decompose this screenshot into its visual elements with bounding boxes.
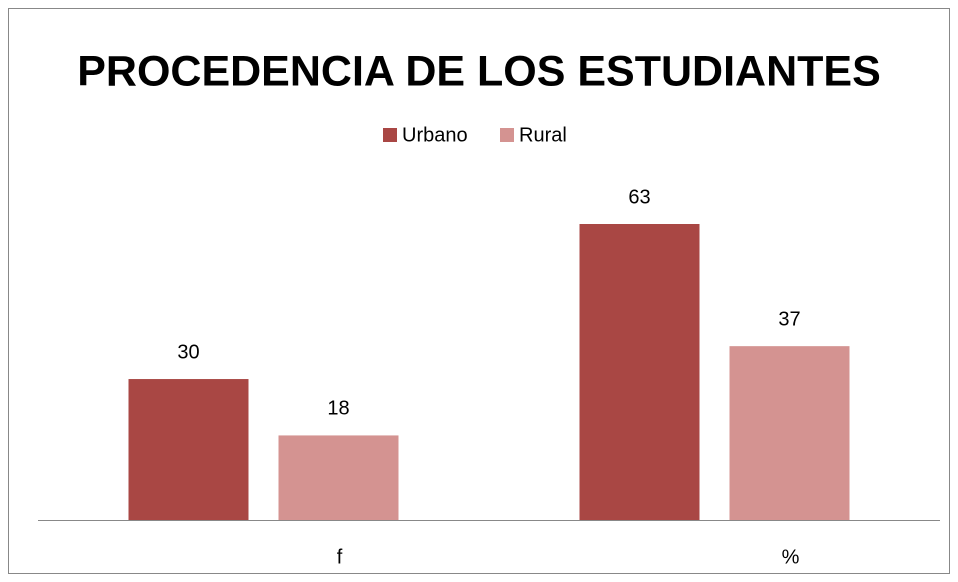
x-tick-label: f (337, 546, 343, 568)
bar (128, 379, 249, 520)
legend-swatch (383, 128, 397, 142)
bar (278, 435, 399, 520)
legend-swatch (500, 128, 514, 142)
bar (729, 346, 850, 520)
bar (579, 224, 700, 520)
data-label: 30 (177, 341, 199, 363)
data-label: 37 (778, 308, 800, 330)
data-label: 63 (628, 186, 650, 208)
x-tick-label: % (782, 546, 800, 568)
legend-label: Rural (519, 124, 567, 146)
legend-label: Urbano (402, 124, 468, 146)
data-label: 18 (327, 398, 349, 420)
chart-title: PROCEDENCIA DE LOS ESTUDIANTES (77, 47, 881, 95)
